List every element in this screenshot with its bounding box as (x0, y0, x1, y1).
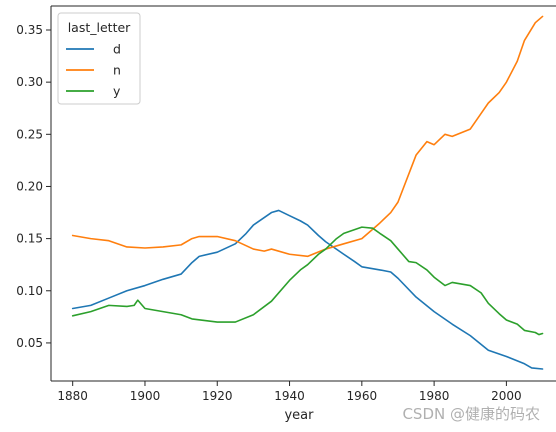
x-axis-label: year (284, 408, 314, 423)
legend-label-y: y (113, 84, 121, 99)
y-tick-label: 0.10 (16, 284, 43, 298)
y-ticks: 0.05 0.10 0.15 0.20 0.25 0.30 0.35 (16, 23, 51, 350)
x-tick-label: 1960 (347, 389, 378, 403)
legend-frame (57, 12, 141, 105)
legend-entries: dny (66, 42, 121, 99)
series-line-d (71, 209, 544, 370)
x-tick-label: 1920 (202, 389, 233, 403)
x-tick-label: 1900 (130, 389, 161, 403)
x-tick-label: 1880 (57, 389, 88, 403)
x-tick-label: 1980 (419, 389, 450, 403)
series-layer (71, 15, 544, 370)
x-tick-label: 2000 (491, 389, 522, 403)
watermark-text: CSDN @健康的码农 (402, 405, 540, 423)
series-line-n (71, 15, 544, 258)
series-line-y (71, 226, 544, 336)
y-tick-label: 0.20 (16, 179, 43, 193)
y-tick-label: 0.15 (16, 232, 43, 246)
x-ticks: 1880 1900 1920 1940 1960 1980 2000 (57, 381, 522, 403)
legend-title: last_letter (68, 20, 131, 35)
y-tick-label: 0.35 (16, 23, 43, 37)
y-tick-label: 0.05 (16, 336, 43, 350)
legend-label-d: d (113, 42, 121, 57)
y-tick-label: 0.25 (16, 127, 43, 141)
axes-layer (50, 5, 556, 382)
y-tick-label: 0.30 (16, 75, 43, 89)
legend-label-n: n (113, 63, 121, 78)
x-tick-label: 1940 (274, 389, 305, 403)
legend: last_letter dny (57, 12, 141, 105)
